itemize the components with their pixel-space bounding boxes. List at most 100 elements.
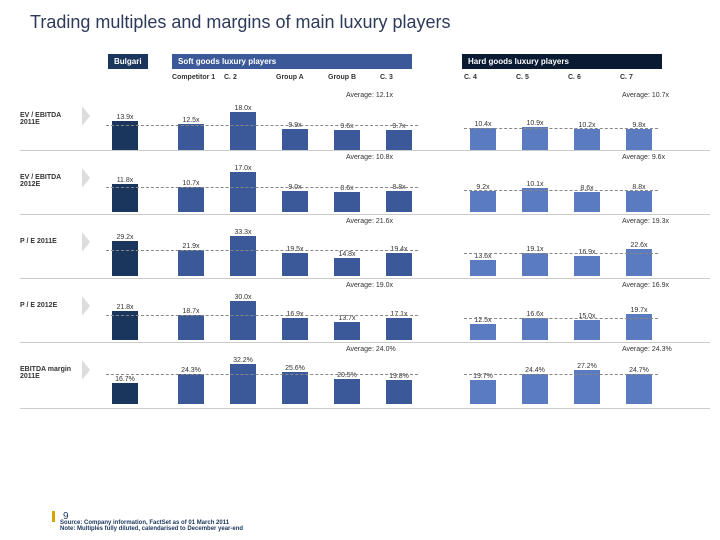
company-label: Group B [328,74,356,81]
avg-line-soft [106,250,418,251]
footer: 9 Source: Company information, FactSet a… [20,520,243,532]
bar-value: 32.2% [223,357,263,364]
bar: 10.7x [178,187,204,212]
bar-value: 24.7% [619,367,659,374]
avg-label-soft: Average: 19.0x [346,282,393,289]
bar: 19.4x [386,253,412,276]
bar: 10.9x [522,127,548,150]
company-label: C. 5 [516,74,529,81]
avg-label-hard: Average: 16.9x [622,282,669,289]
bar-value: 21.8x [105,304,145,311]
bar: 16.9x [282,318,308,340]
bar-value: 21.9x [171,243,211,250]
bar: 17.1x [386,318,412,340]
bar-value: 9.9x [275,122,315,129]
bar: 17.0x [230,172,256,212]
bar: 9.7x [386,130,412,150]
avg-label-hard: Average: 24.3% [622,346,672,353]
avg-line-soft [106,125,418,126]
bar: 33.3x [230,236,256,276]
bar: 9.2x [470,191,496,212]
company-label: Group A [276,74,304,81]
bar: 10.1x [522,188,548,212]
row-label: EV / EBITDA 2011E [20,112,80,126]
bar: 8.6x [334,192,360,212]
company-label: Competitor 1 [172,74,215,81]
avg-label-soft: Average: 21.6x [346,218,393,225]
bar: 16.9x [574,256,600,276]
company-label: C. 3 [380,74,393,81]
bar: 14.8x [334,258,360,276]
bar-value: 15.0x [567,313,607,320]
chart-row: EV / EBITDA 2012E 11.8x 10.7x 17.0x 9.0x 8.6x… [0,154,720,216]
separator [20,214,710,215]
bar-value: 10.1x [515,181,555,188]
bar: 8.6x [574,192,600,212]
bar-value: 22.6x [619,242,659,249]
bar: 19.7% [470,380,496,404]
bar-value: 8.6x [567,185,607,192]
bar-value: 13.7x [327,315,367,322]
bar: 9.8x [626,129,652,150]
bar-value: 13.9x [105,114,145,121]
bar: 25.6% [282,372,308,404]
separator [20,278,710,279]
bar-value: 14.8x [327,251,367,258]
bar: 21.9x [178,250,204,276]
bar: 20.5% [334,379,360,404]
bar-value: 16.7% [105,376,145,383]
row-label: EV / EBITDA 2012E [20,174,80,188]
bulgari-tag: Bulgari [108,54,148,69]
bar-value: 25.6% [275,365,315,372]
company-label: C. 4 [464,74,477,81]
bar-value: 33.3x [223,229,263,236]
avg-line-hard [464,128,658,129]
bar: 9.0x [282,191,308,212]
separator [20,342,710,343]
hard-goods-tag: Hard goods luxury players [462,54,662,69]
avg-label-soft: Average: 10.8x [346,154,393,161]
page-number: 9 [52,511,69,522]
avg-line-hard [464,318,658,319]
bar-value: 19.7x [619,307,659,314]
avg-line-hard [464,253,658,254]
company-label: C. 7 [620,74,633,81]
source-line-2: Note: Multiples fully diluted, calendari… [60,526,243,532]
chart-area: 16.7% 24.3% 32.2% 25.6% 20.5% 19.8% 19.7% 24.4%… [100,346,710,408]
avg-label-hard: Average: 19.3x [622,218,669,225]
row-label: EBITDA margin 2011E [20,366,80,380]
bar: 30.0x [230,301,256,340]
bar-value: 11.8x [105,177,145,184]
bar: 9.9x [282,129,308,150]
chart-row: EV / EBITDA 2011E 13.9x 12.5x 18.0x 9.9x 9.6x… [0,92,720,154]
bar: 9.6x [334,130,360,150]
bar-value: 18.0x [223,105,263,112]
bar: 13.7x [334,322,360,340]
bar: 24.3% [178,374,204,404]
chart-area: 13.9x12.5x18.0x9.9x9.6x9.7x10.4x10.9x10.… [100,92,710,154]
soft-goods-tag: Soft goods luxury players [172,54,412,69]
row-label: P / E 2012E [20,302,80,309]
bar: 12.5x [470,324,496,340]
avg-line-hard [464,374,658,375]
bar: 27.2% [574,370,600,404]
chart-area: 11.8x 10.7x 17.0x 9.0x 8.6x 8.8x 9.2x 10.1x 8.6x… [100,154,710,216]
bar: 32.2% [230,364,256,404]
bar-value: 8.8x [379,184,419,191]
chart-area: 29.2x21.9x33.3x19.5x14.8x19.4x13.6x19.1x… [100,218,710,280]
avg-label-hard: Average: 10.7x [622,92,669,99]
avg-line-soft [106,315,418,316]
avg-label-soft: Average: 12.1x [346,92,393,99]
company-label: C. 2 [224,74,237,81]
bar-value: 10.9x [515,120,555,127]
row-label: P / E 2011E [20,238,80,245]
bar: 24.4% [522,374,548,404]
company-label: C. 6 [568,74,581,81]
bar: 16.7% [112,383,138,404]
bar-value: 17.0x [223,165,263,172]
avg-label-soft: Average: 24.0% [346,346,396,353]
separator [20,408,710,409]
bar: 10.2x [574,129,600,150]
bar: 19.8% [386,380,412,404]
bar-value: 12.5x [171,117,211,124]
